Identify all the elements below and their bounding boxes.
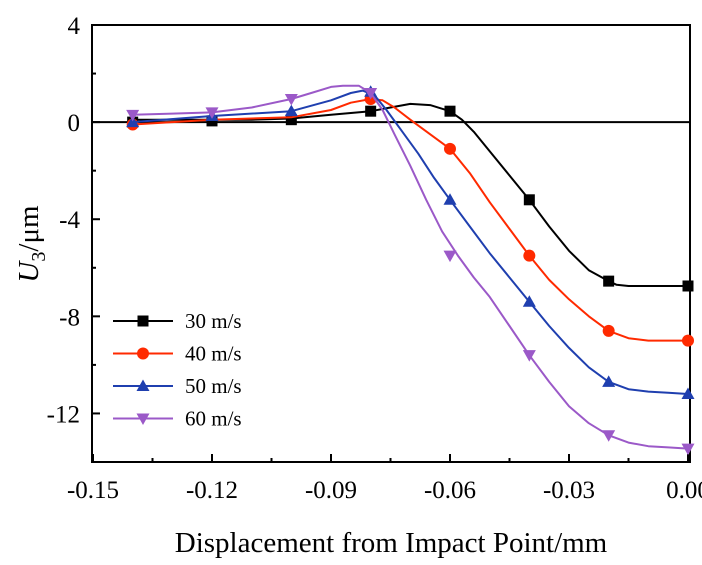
data-point	[284, 94, 298, 106]
data-point	[364, 87, 378, 100]
y-tick-label: -4	[59, 207, 80, 234]
y-axis-title-main: U	[13, 260, 45, 283]
legend-label: 50 m/s	[185, 374, 242, 398]
data-point	[522, 295, 536, 307]
series-line	[132, 98, 688, 342]
x-axis-title: Displacement from Impact Point/mm	[175, 527, 608, 559]
legend-marker	[136, 379, 150, 391]
legend-marker	[137, 347, 149, 360]
y-tick-label: -12	[47, 401, 80, 428]
legend-label: 60 m/s	[185, 407, 242, 431]
legend-item: 30 m/s	[113, 309, 242, 333]
x-tick-label: -0.06	[424, 477, 476, 504]
y-tick-label: -8	[59, 304, 80, 331]
data-point	[126, 109, 140, 122]
legend-item: 50 m/s	[113, 374, 242, 398]
x-ticks: -0.15 -0.12 -0.09 -0.06 -0.03 0.00	[67, 454, 702, 504]
data-point	[602, 430, 616, 442]
x-tick-label: -0.15	[67, 477, 119, 504]
series-layer	[126, 84, 695, 456]
data-point	[681, 387, 695, 400]
legend-label: 30 m/s	[185, 309, 242, 333]
data-point	[444, 105, 456, 117]
data-point	[365, 105, 377, 117]
data-point	[522, 350, 536, 362]
y-axis-title: U3/μm	[13, 205, 50, 283]
series-line	[132, 84, 689, 450]
data-point	[603, 275, 615, 287]
data-point	[443, 250, 457, 263]
legend-marker	[137, 315, 149, 327]
y-axis-title-unit: /μm	[13, 205, 45, 252]
data-point	[205, 107, 219, 119]
y-tick-label: 0	[68, 110, 81, 137]
data-point	[285, 114, 297, 126]
plot-frame	[91, 24, 691, 463]
legend-marker	[136, 413, 150, 425]
data-point	[682, 334, 694, 347]
data-point	[443, 193, 457, 205]
plot-area: -0.15 -0.12 -0.09 -0.06 -0.03 0.00 -12 -8 -4 0 4	[47, 13, 702, 504]
y-tick-label: 4	[68, 13, 81, 40]
y-axis-title-sub: 3	[28, 252, 50, 262]
data-point	[523, 249, 536, 262]
legend-label: 40 m/s	[185, 342, 242, 366]
x-tick-label: -0.09	[305, 477, 357, 504]
series-4	[126, 84, 695, 456]
data-point	[126, 115, 140, 128]
data-point	[523, 194, 535, 206]
y-ticks: -12 -8 -4 0 4	[47, 13, 100, 463]
data-point	[284, 104, 298, 117]
data-point	[602, 324, 615, 337]
legend: 30 m/s 40 m/s 50 m/s 60 m/s	[113, 309, 242, 431]
x-tick-label: -0.12	[186, 477, 238, 504]
x-tick-label: -0.03	[543, 477, 595, 504]
data-point	[681, 443, 695, 456]
data-point	[602, 375, 616, 387]
data-point	[682, 280, 694, 292]
x-tick-label: 0.00	[666, 477, 702, 504]
series-line	[132, 102, 688, 287]
legend-item: 60 m/s	[113, 407, 242, 431]
legend-item: 40 m/s	[113, 342, 242, 366]
data-point	[444, 142, 456, 155]
series-1	[127, 102, 694, 292]
series-2	[126, 93, 694, 347]
